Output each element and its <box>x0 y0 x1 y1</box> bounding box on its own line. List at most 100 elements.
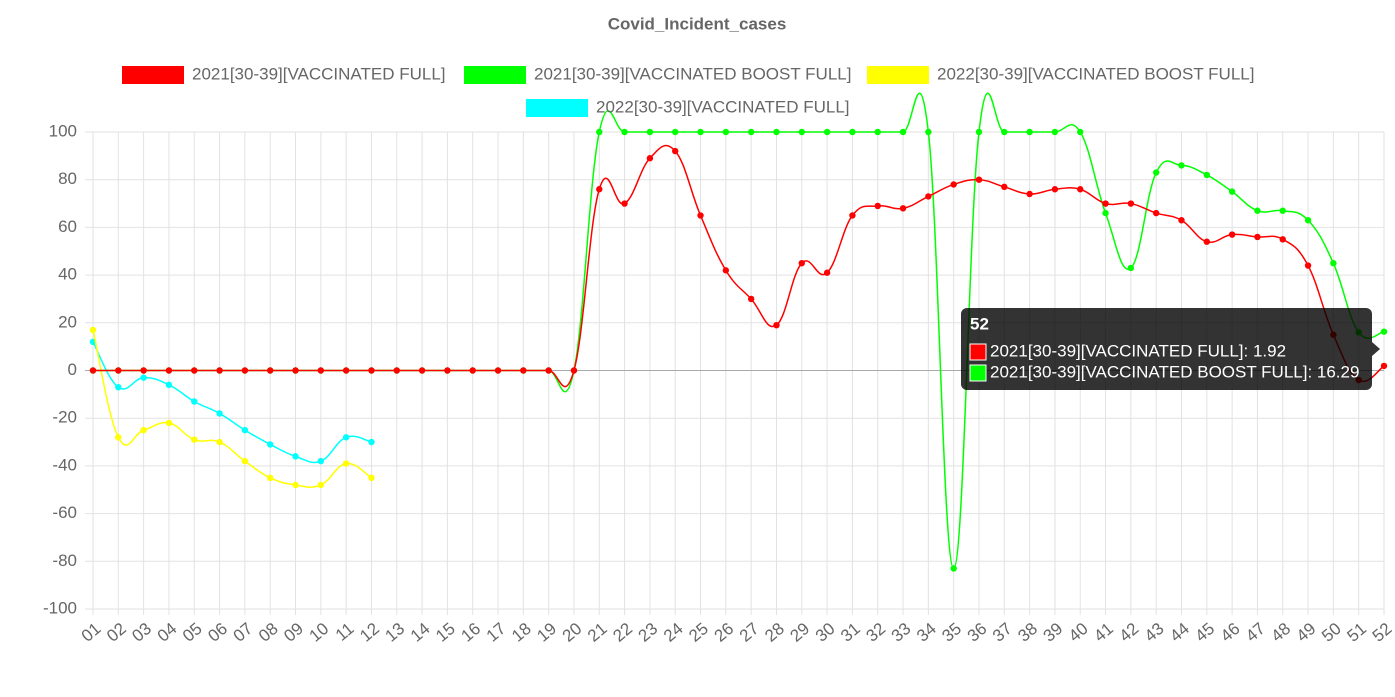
legend-swatch <box>464 66 526 84</box>
x-tick-label: 05 <box>179 619 206 646</box>
x-tick-label: 33 <box>888 619 915 646</box>
point <box>975 128 983 136</box>
point <box>697 212 704 219</box>
y-tick-label: -60 <box>52 503 77 522</box>
point <box>140 367 147 374</box>
x-tick-label: 20 <box>559 619 586 646</box>
x-tick-label: 36 <box>964 619 991 646</box>
tooltip-box <box>961 308 1372 390</box>
point <box>874 202 881 210</box>
point <box>899 128 907 136</box>
point <box>1254 233 1261 241</box>
line <box>92 329 372 488</box>
x-tick-label: 08 <box>255 619 282 646</box>
tooltip-line: 2021[30-39][VACCINATED BOOST FULL]: 16.2… <box>990 362 1359 381</box>
point <box>874 128 881 136</box>
x-tick-label: 38 <box>1014 619 1041 646</box>
x-tick-label: 21 <box>584 619 611 646</box>
legend-label: 2022[30-39][VACCINATED BOOST FULL] <box>937 64 1254 83</box>
point <box>1178 162 1185 169</box>
legend-label: 2021[30-39][VACCINATED FULL] <box>192 64 446 83</box>
point <box>469 367 476 374</box>
x-tick-label: 48 <box>1267 619 1294 646</box>
point <box>89 367 97 374</box>
tooltip-line: 2021[30-39][VACCINATED FULL]: 1.92 <box>990 341 1286 360</box>
point <box>621 128 628 136</box>
point <box>418 367 426 374</box>
x-tick-label: 14 <box>407 619 434 646</box>
y-tick-label: 40 <box>58 265 77 284</box>
point <box>1102 209 1109 217</box>
point <box>1203 238 1211 245</box>
point <box>646 155 654 162</box>
point <box>520 367 527 374</box>
point <box>1152 169 1160 176</box>
x-tick-label: 45 <box>1192 619 1219 646</box>
tooltip-swatch <box>969 364 987 382</box>
point <box>672 147 679 155</box>
point <box>393 367 400 374</box>
x-tick-label: 35 <box>938 619 965 646</box>
y-tick-label: -100 <box>43 598 77 617</box>
point <box>1279 236 1286 243</box>
point <box>292 481 299 489</box>
point <box>823 269 831 276</box>
point <box>140 426 147 434</box>
point <box>773 321 780 329</box>
tooltip-title: 52 <box>970 314 989 333</box>
point <box>1102 200 1109 207</box>
y-tick-label: 100 <box>49 121 77 140</box>
y-tick-label: -80 <box>52 551 77 570</box>
x-tick-label: 15 <box>432 619 459 646</box>
point <box>1001 183 1008 191</box>
point <box>241 457 249 465</box>
point <box>140 374 147 381</box>
point <box>1077 186 1084 193</box>
tooltip-arrow <box>1372 342 1380 356</box>
point <box>1254 207 1261 214</box>
legend-swatch <box>867 66 929 84</box>
x-tick-label: 11 <box>332 619 358 645</box>
point <box>1051 128 1059 136</box>
point <box>823 128 831 136</box>
chart-title: Covid_Incident_cases <box>608 14 787 33</box>
point <box>115 434 122 441</box>
point <box>646 128 654 136</box>
x-tick-label: 52 <box>1369 619 1395 646</box>
point <box>216 438 223 446</box>
x-tick-label: 17 <box>483 619 510 646</box>
x-tick-label: 18 <box>508 619 535 646</box>
x-tick-label: 06 <box>204 619 231 646</box>
point <box>747 295 755 303</box>
point <box>950 181 957 188</box>
point <box>1178 217 1185 224</box>
point <box>975 176 983 183</box>
point <box>950 565 957 572</box>
x-tick-label: 44 <box>1166 619 1193 646</box>
point <box>1304 262 1312 269</box>
x-tick-label: 28 <box>761 619 788 646</box>
legend-swatch <box>526 99 588 117</box>
point <box>596 186 603 193</box>
point <box>722 267 730 274</box>
point <box>266 367 274 374</box>
x-tick-label: 16 <box>457 619 484 646</box>
point <box>241 367 249 374</box>
y-tick-label: 60 <box>58 217 77 236</box>
point <box>1127 200 1135 207</box>
point <box>849 212 856 219</box>
point <box>1152 209 1160 217</box>
legend-label: 2022[30-39][VACCINATED FULL] <box>596 97 850 116</box>
x-tick-label: 30 <box>812 619 839 646</box>
point <box>1026 128 1033 136</box>
x-tick-label: 10 <box>306 619 333 646</box>
x-tick-label: 49 <box>1293 619 1320 646</box>
point <box>697 128 704 136</box>
x-tick-label: 01 <box>78 619 105 646</box>
point <box>115 367 122 374</box>
x-tick-label: 02 <box>103 619 130 646</box>
point <box>1279 207 1286 214</box>
point <box>1001 128 1008 136</box>
x-tick-label: 07 <box>230 619 257 646</box>
point <box>1228 188 1236 195</box>
